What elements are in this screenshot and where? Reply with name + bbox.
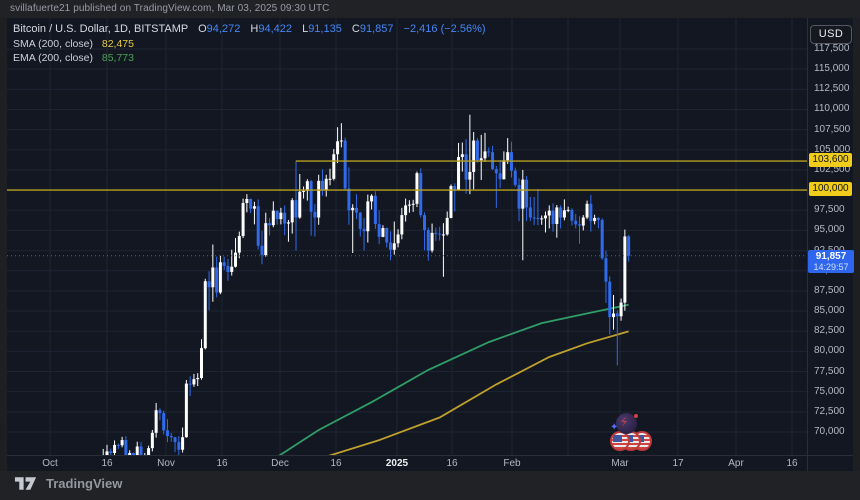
time-tick-16: 16 xyxy=(101,458,113,469)
time-tick-2025: 2025 xyxy=(385,458,409,469)
price-tick: 107,500 xyxy=(814,123,851,135)
time-tick-16: 16 xyxy=(446,458,458,469)
us-flag-icon xyxy=(610,431,630,451)
chart-pane[interactable] xyxy=(7,18,807,455)
low-label: L xyxy=(302,23,309,35)
attribution-bar: svillafuerte21 published on TradingView.… xyxy=(0,0,860,18)
tradingview-logo-text: TradingView xyxy=(46,476,123,491)
level-price-label: 103,600 xyxy=(809,153,852,168)
sparkle-icon: ✦ xyxy=(610,422,619,433)
sma200-line xyxy=(328,330,629,455)
chart-legend: Bitcoin / U.S. Dollar, 1D, BITSTAMP O94,… xyxy=(13,23,486,64)
time-axis[interactable]: Oct 16 Nov 16 Dec 16 2025 16 Feb Mar 17 Apr 16 xyxy=(7,455,853,472)
time-tick-oct: Oct xyxy=(42,458,58,469)
lightning-icon: ⚡ xyxy=(618,414,630,430)
open-value: 94,272 xyxy=(206,23,241,35)
open-label: O xyxy=(198,23,207,35)
price-tick: 117,500 xyxy=(814,43,850,54)
us-flag-emoji-stickers[interactable] xyxy=(610,431,652,451)
time-tick-apr: Apr xyxy=(728,458,744,469)
price-tick: 77,500 xyxy=(814,365,845,377)
currency-unit-button[interactable]: USD xyxy=(810,25,852,44)
price-tick: 115,000 xyxy=(814,63,850,75)
tradingview-watermark[interactable]: TradingView xyxy=(14,476,122,491)
price-tick: 112,500 xyxy=(814,83,850,95)
symbol-row[interactable]: Bitcoin / U.S. Dollar, 1D, BITSTAMP O94,… xyxy=(13,23,486,35)
price-chart-svg[interactable] xyxy=(7,18,807,455)
price-tick: 97,500 xyxy=(814,204,845,216)
price-tick: 102,500 xyxy=(814,163,851,175)
ema-indicator-row[interactable]: EMA (200, close) 85,773 xyxy=(13,52,486,64)
bar-countdown: 14:29:57 xyxy=(813,261,849,272)
grid-lines xyxy=(7,18,807,455)
price-tick: 72,500 xyxy=(814,405,845,417)
axis-separator xyxy=(807,456,808,472)
red-dot-icon xyxy=(634,414,638,418)
price-level-lines xyxy=(7,160,807,191)
time-tick-16: 16 xyxy=(216,458,228,469)
high-value: 94,422 xyxy=(258,23,292,35)
price-axis[interactable]: USD 70,000 72,500 75,000 77,500 80,000 82,500… xyxy=(807,18,854,455)
low-value: 91,135 xyxy=(308,23,342,35)
high-label: H xyxy=(250,23,259,35)
price-tick: 75,000 xyxy=(814,385,845,397)
last-price-label: 91,857 14:29:57 xyxy=(808,249,854,273)
price-tick: 80,000 xyxy=(814,345,845,357)
time-tick-16: 16 xyxy=(330,458,342,469)
price-tick: 82,500 xyxy=(814,325,845,337)
attribution-text: svillafuerte21 published on TradingView.… xyxy=(10,3,330,14)
sma-label: SMA (200, close) xyxy=(13,37,93,50)
candles xyxy=(102,114,631,455)
moving-average-lines xyxy=(278,303,629,455)
bottom-bar: TradingView xyxy=(0,471,860,500)
price-tick: 87,500 xyxy=(814,284,845,296)
lightning-emoji-sticker[interactable]: ⚡ ✦ xyxy=(610,413,638,434)
last-price-value: 91,857 xyxy=(815,250,847,262)
symbol-title: Bitcoin / U.S. Dollar, 1D, BITSTAMP xyxy=(13,23,189,35)
close-value: 91,857 xyxy=(359,23,394,35)
price-tick: 95,000 xyxy=(814,224,845,236)
time-tick-mar: Mar xyxy=(611,458,629,469)
price-tick: 70,000 xyxy=(814,426,845,437)
time-tick-nov: Nov xyxy=(157,458,175,469)
ema-value: 85,773 xyxy=(101,52,134,64)
tradingview-logo-icon xyxy=(14,477,37,490)
sma-indicator-row[interactable]: SMA (200, close) 82,475 xyxy=(13,38,486,50)
price-tick: 110,000 xyxy=(814,103,850,115)
level-price-label: 100,000 xyxy=(809,182,852,197)
price-tick: 105,000 xyxy=(814,143,851,155)
ema-label: EMA (200, close) xyxy=(13,52,93,64)
time-tick-dec: Dec xyxy=(271,458,289,469)
sma-value: 82,475 xyxy=(101,37,134,50)
time-tick-16: 16 xyxy=(786,458,798,469)
price-tick: 85,000 xyxy=(814,305,845,317)
close-label: C xyxy=(351,23,360,35)
time-tick-feb: Feb xyxy=(503,458,521,469)
change-value: −2,416 (−2.56%) xyxy=(403,23,486,35)
time-tick-17: 17 xyxy=(672,458,684,469)
ema200-line xyxy=(278,303,629,455)
